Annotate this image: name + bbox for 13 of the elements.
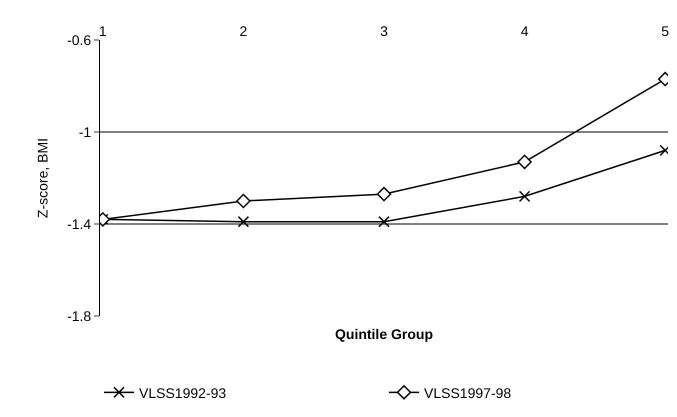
x-tick-label: 4 [520,23,529,40]
legend-label: VLSS1992-93 [139,384,226,401]
y-tick-label: -1.8 [67,308,92,324]
x-axis-title: Quintile Group [335,326,433,342]
y-axis-title: Z-score, BMI [34,138,51,218]
x-tick-label: 2 [240,23,248,40]
y-tick-label: -1 [78,124,92,140]
x-tick-label: 1 [98,23,107,40]
y-tick-label: -1.4 [67,216,92,232]
x-tick-label: 3 [380,23,388,40]
y-tick-label: -0.6 [67,32,92,48]
x-tick-label: 5 [661,23,670,40]
legend-label: VLSS1997-98 [424,384,512,401]
